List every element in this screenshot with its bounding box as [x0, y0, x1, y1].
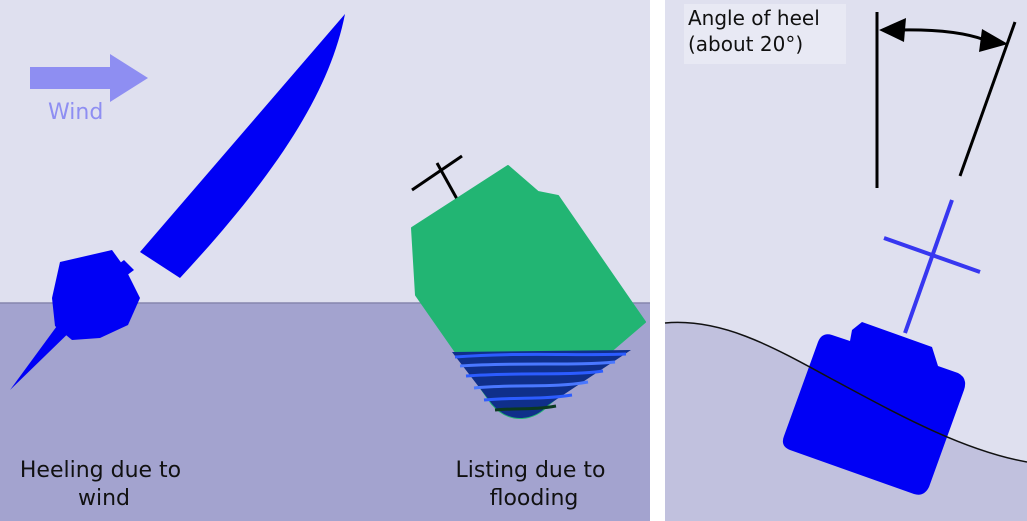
heeled-reference-line [958, 21, 1017, 177]
flood-water [452, 350, 631, 419]
listing-caption-line-1: Listing due to [456, 458, 606, 483]
flood-ripple-5 [483, 393, 573, 402]
heeling-caption-line-1: Heeling due to [20, 458, 181, 483]
angle-arrowhead-right-icon [979, 29, 1008, 52]
listing-caption-line-2: flooding [490, 486, 579, 511]
flood-ripple-3 [465, 369, 604, 378]
heeled-mast [903, 199, 954, 334]
left-panel: Wind Heeling due to wind [0, 0, 650, 521]
flood-ripple-4 [473, 380, 589, 390]
flood-ripple-6 [494, 404, 557, 412]
angle-label: Angle of heel (about 20°) [688, 6, 826, 56]
flood-ripple-1 [454, 352, 627, 359]
listing-crossbar [411, 154, 463, 192]
panel-divider [650, 0, 665, 521]
angle-label-line-1: Angle of heel [688, 6, 820, 30]
right-waterline [664, 321, 1027, 463]
heeled-hull [782, 322, 966, 495]
angle-arc [899, 28, 986, 42]
angle-label-line-2: (about 20°) [688, 32, 803, 56]
heeling-sail [140, 14, 345, 278]
heeling-caption-line-2: wind [78, 486, 130, 511]
heeling-mast-stub [116, 260, 134, 276]
heeled-boat [782, 199, 981, 495]
heeling-caption: Heeling due to wind [20, 458, 188, 511]
flood-ripple-2 [459, 360, 616, 368]
angle-arrowhead-left-icon [879, 18, 906, 42]
right-panel: Angle of heel (about 20°) [664, 0, 1027, 521]
wind-label: Wind [48, 100, 103, 125]
heeling-sailboat [10, 14, 345, 390]
angle-label-box [684, 4, 846, 64]
heeling-hull [52, 250, 140, 340]
wind-arrow-icon [30, 54, 148, 102]
listing-boat [411, 154, 646, 419]
listing-caption: Listing due to flooding [456, 458, 613, 511]
heeled-crossbar [883, 236, 981, 274]
